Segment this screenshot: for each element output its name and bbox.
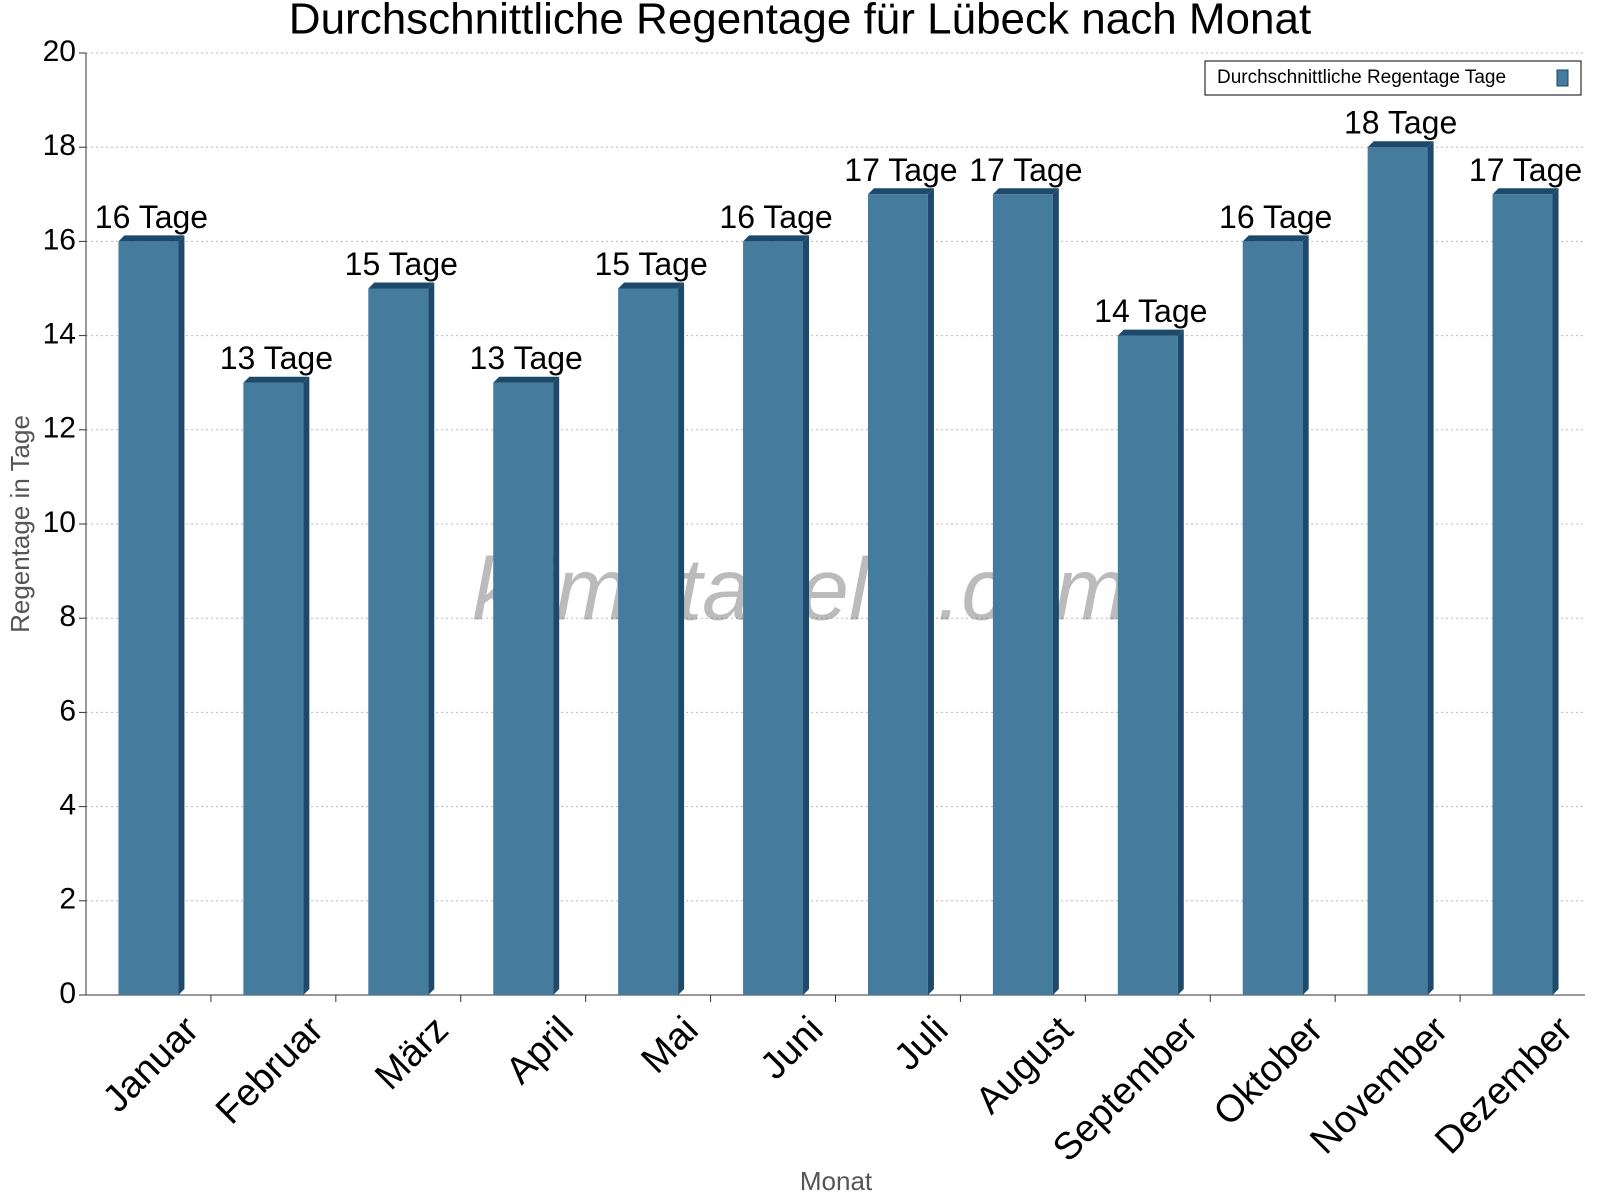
legend-label: Durchschnittliche Regentage Tage [1217,67,1506,88]
bar [493,382,554,995]
y-tick-label: 16 [43,223,76,256]
bar-side [1427,141,1434,995]
legend-swatch [1556,69,1569,87]
y-tick-label: 6 [59,694,76,727]
bar [992,194,1053,996]
y-tick-label: 14 [43,318,76,351]
bar [118,241,179,995]
bar [743,241,804,995]
bar-side [428,282,435,995]
x-tick-label: Mai [634,1009,707,1082]
bar [1367,147,1428,995]
y-tick-label: 18 [43,129,76,162]
y-tick-label: 12 [43,412,76,445]
legend-box [1204,60,1582,96]
y-tick-label: 8 [59,600,76,633]
y-tick-label: 20 [43,35,76,68]
bar-top [368,282,435,289]
y-tick-label: 10 [43,506,76,539]
x-tick-label: März [367,1009,456,1098]
data-label: 13 Tage [220,340,333,376]
bar-top [493,376,560,383]
bar-top [867,188,934,195]
bar [368,288,429,995]
bar [243,382,304,995]
bar-top [118,235,185,242]
bar-top [743,235,810,242]
x-tick-label: Juli [886,1009,956,1079]
legend: Durchschnittliche Regentage Tage [1204,60,1582,96]
bar-side [1177,329,1184,996]
data-label: 17 Tage [1469,152,1582,188]
bar-side [178,235,185,995]
bar-side [553,376,560,995]
x-tick-label: April [498,1009,581,1092]
data-label: 13 Tage [470,340,583,376]
x-tick-label: Februar [208,1009,332,1133]
bar-side [303,376,310,995]
x-tick-label: Januar [95,1009,207,1121]
bar-top [992,188,1059,195]
bar-top [1117,329,1184,336]
bar-side [678,282,685,995]
bar-top [1242,235,1309,242]
x-tick-label: Juni [753,1009,832,1088]
bar-top [243,376,310,383]
chart-title: Durchschnittliche Regentage für Lübeck n… [289,0,1311,44]
data-label: 18 Tage [1344,105,1457,141]
bar [1242,241,1303,995]
bar [618,288,679,995]
bar [1492,194,1553,996]
bar-side [803,235,810,995]
x-tick-label: Oktober [1206,1009,1332,1135]
bar [1117,335,1178,996]
bar-side [927,188,934,996]
data-label: 16 Tage [95,199,208,235]
x-tick-label: Dezember [1427,1009,1581,1163]
y-axis-label: Regentage in Tage [5,415,35,633]
data-label: 17 Tage [844,152,957,188]
bar-top [1492,188,1559,195]
data-label: 14 Tage [1094,293,1207,329]
y-tick-label: 4 [59,789,76,822]
bar-top [1367,141,1434,148]
x-tick-label: August [968,1008,1082,1122]
data-label: 15 Tage [594,246,707,282]
data-label: 17 Tage [969,152,1082,188]
bar-side [1552,188,1559,996]
bar [867,194,928,996]
x-axis-label: Monat [800,1166,873,1196]
data-label: 15 Tage [345,246,458,282]
data-label: 16 Tage [1219,199,1332,235]
y-tick-label: 2 [59,883,76,916]
bar-top [618,282,685,289]
y-tick-label: 0 [59,977,76,1010]
data-label: 16 Tage [719,199,832,235]
bar-side [1302,235,1309,995]
bar-side [1052,188,1059,996]
